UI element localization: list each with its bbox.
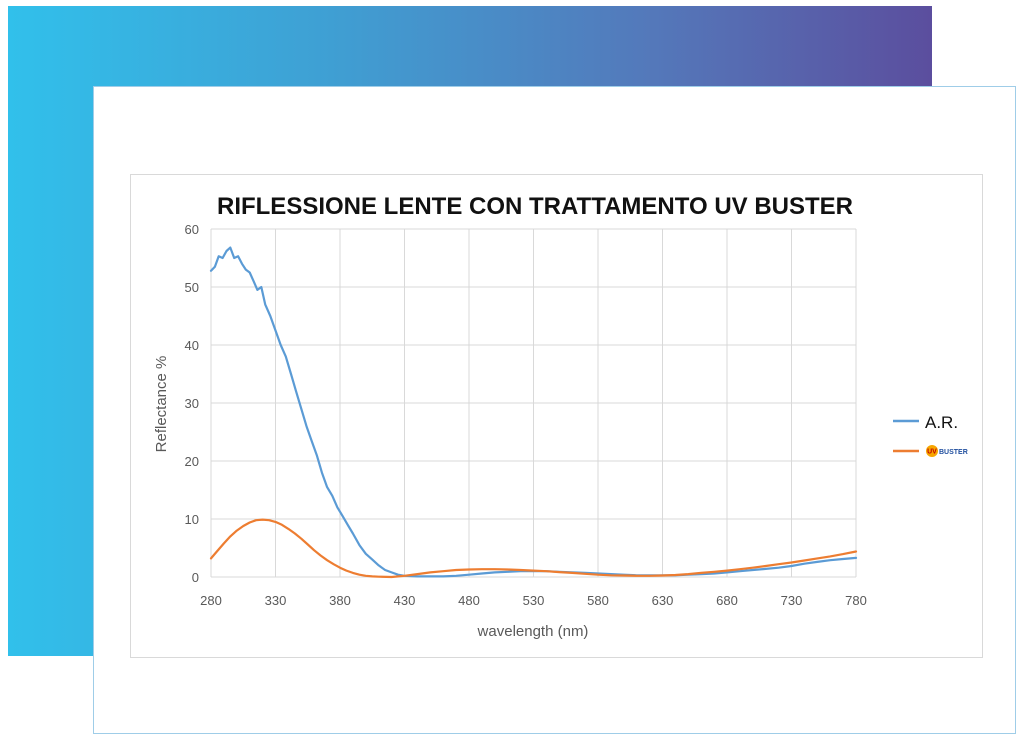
chart-legend: A.R. UV BUSTER [893, 413, 968, 457]
chart-grid [210, 228, 857, 578]
uv-badge-label: UV [927, 449, 937, 456]
legend-label-ar: A.R. [925, 413, 958, 432]
x-tick-label: 530 [523, 593, 545, 608]
x-tick-label: 680 [716, 593, 738, 608]
series-line-uv-buster [209, 518, 858, 579]
x-tick-label: 380 [329, 593, 351, 608]
chart-title: RIFLESSIONE LENTE CON TRATTAMENTO UV BUS… [217, 193, 853, 220]
y-tick-label: 30 [185, 396, 199, 411]
x-tick-label: 780 [845, 593, 867, 608]
x-tick-label: 430 [394, 593, 416, 608]
x-tick-label: 580 [587, 593, 609, 608]
y-axis-ticks: 0 10 20 30 40 50 60 [185, 222, 199, 585]
x-tick-label: 630 [652, 593, 674, 608]
y-tick-label: 10 [185, 512, 199, 527]
y-axis-label: Reflectance % [153, 356, 170, 453]
y-tick-label: 40 [185, 338, 199, 353]
legend-label-uv-buster: BUSTER [939, 449, 968, 456]
y-tick-label: 60 [185, 222, 199, 237]
y-tick-label: 0 [192, 570, 199, 585]
y-tick-label: 20 [185, 454, 199, 469]
x-tick-label: 730 [781, 593, 803, 608]
x-tick-label: 480 [458, 593, 480, 608]
uv-badge-icon [926, 445, 938, 457]
x-axis-label: wavelength (nm) [477, 623, 589, 640]
chart-series [209, 246, 858, 579]
x-tick-label: 280 [200, 593, 222, 608]
x-tick-label: 330 [265, 593, 287, 608]
uv-buster-logo: UV BUSTER [926, 445, 968, 457]
y-tick-label: 50 [185, 280, 199, 295]
x-axis-ticks: 280 330 380 430 480 530 580 630 680 730 780 [200, 593, 867, 608]
